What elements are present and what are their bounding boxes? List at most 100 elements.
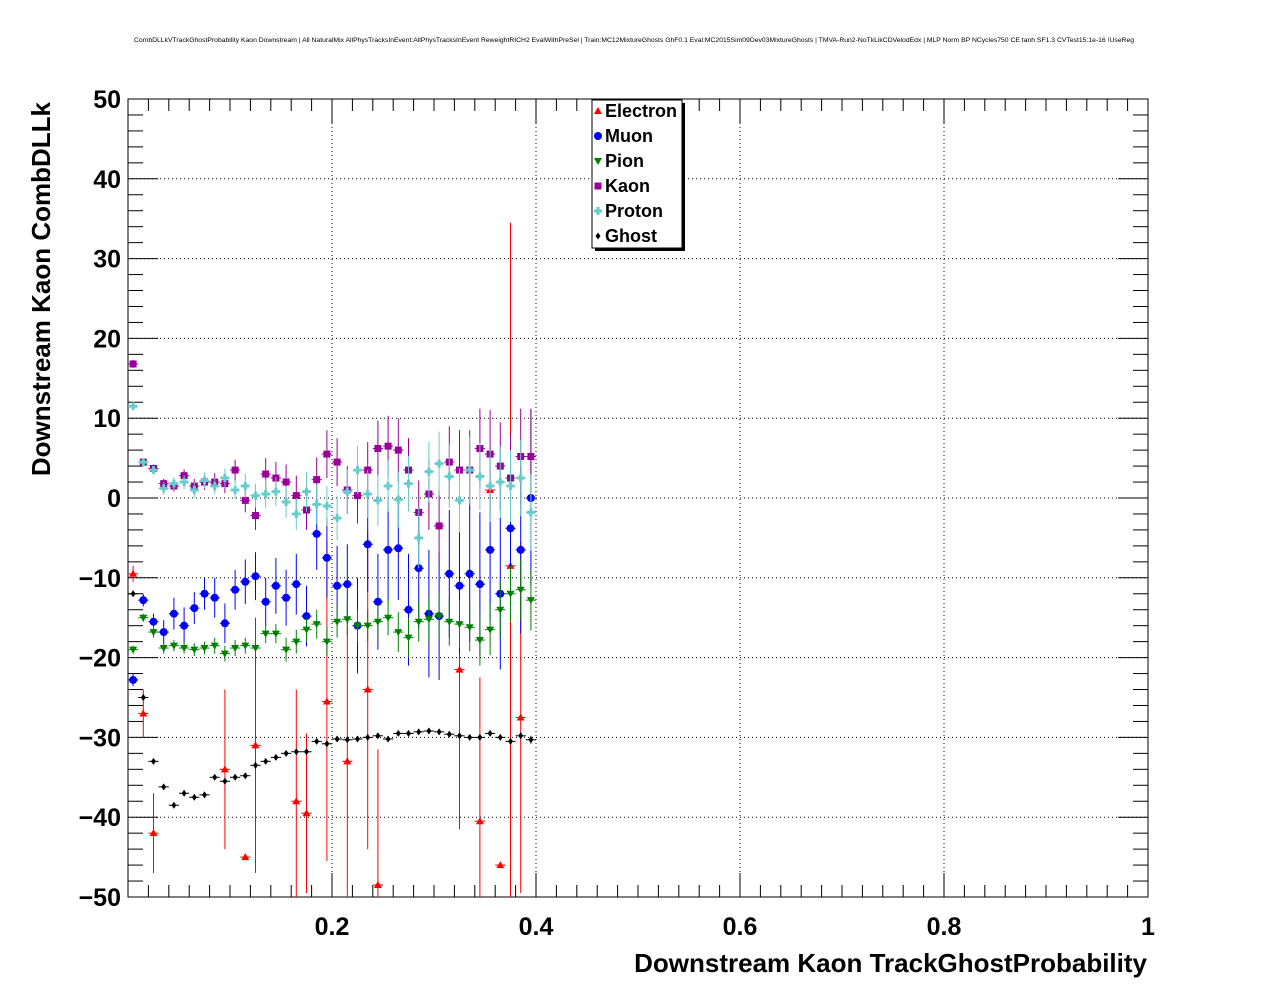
data-point — [231, 645, 240, 653]
chart-title: CombDLLkVTrackGhostProbability Kaon Down… — [134, 37, 1134, 44]
data-point — [455, 581, 464, 590]
data-point — [241, 496, 249, 504]
data-point — [191, 793, 197, 801]
data-point — [323, 450, 331, 458]
legend-marker-muon — [594, 132, 602, 140]
data-point — [293, 748, 299, 756]
legend-marker-electron — [594, 107, 602, 114]
data-point — [355, 735, 360, 743]
data-point — [384, 614, 393, 622]
data-point — [487, 729, 493, 737]
data-point — [406, 729, 411, 737]
data-point — [282, 497, 291, 506]
data-point — [446, 730, 452, 738]
data-point — [241, 577, 250, 586]
data-point — [375, 732, 381, 740]
data-point — [231, 486, 240, 495]
y-tick-label: −30 — [79, 724, 121, 752]
data-point — [426, 727, 432, 735]
data-point — [171, 801, 177, 809]
data-point — [271, 630, 280, 638]
data-point — [169, 609, 178, 618]
data-point — [465, 466, 474, 475]
data-point — [508, 737, 513, 745]
axis-ticks — [127, 98, 1149, 898]
data-point — [445, 618, 454, 626]
data-point — [261, 630, 270, 638]
data-point — [129, 569, 138, 577]
data-point — [129, 360, 137, 368]
data-point — [516, 545, 525, 554]
series-proton — [128, 402, 536, 569]
data-point — [424, 616, 433, 624]
data-point — [455, 665, 464, 673]
legend-label-kaon: Kaon — [605, 176, 650, 196]
data-point — [373, 618, 382, 626]
data-point — [140, 694, 146, 701]
data-point — [282, 646, 291, 654]
data-point — [354, 492, 361, 500]
data-point — [241, 482, 250, 491]
x-tick-label: 0.8 — [927, 913, 962, 941]
data-point — [251, 572, 260, 581]
legend-marker-kaon — [594, 182, 602, 190]
data-point — [404, 634, 413, 642]
data-point — [343, 757, 352, 765]
legend-label-proton: Proton — [605, 201, 663, 221]
data-point — [526, 597, 535, 605]
data-point — [312, 621, 321, 629]
data-points — [128, 222, 536, 897]
data-point — [475, 580, 484, 589]
data-point — [313, 476, 321, 484]
data-point — [149, 829, 158, 837]
data-point — [139, 596, 148, 605]
legend-box — [591, 99, 683, 249]
data-point — [220, 650, 229, 658]
data-point — [526, 508, 535, 517]
data-point — [373, 597, 382, 606]
data-point — [251, 645, 260, 653]
data-point — [363, 622, 372, 630]
data-point — [445, 569, 454, 578]
data-point — [465, 624, 474, 632]
data-point — [130, 590, 136, 598]
data-point — [241, 853, 250, 861]
data-point — [149, 617, 158, 626]
data-point — [363, 685, 372, 693]
series-electron — [128, 222, 526, 897]
data-point — [394, 446, 402, 454]
data-point — [190, 604, 199, 613]
tick-labels: 0.2 0.4 0.6 0.8 1 −50 −40 −30 −20 −10 0 10 20 30 40 50 — [79, 86, 1155, 941]
x-tick-label: 1 — [1141, 913, 1155, 941]
data-point — [445, 472, 454, 481]
data-point — [374, 445, 382, 453]
data-point — [222, 777, 228, 785]
x-tick-label: 0.4 — [519, 913, 554, 941]
data-point — [506, 482, 515, 491]
data-point — [210, 642, 219, 650]
data-point — [180, 478, 189, 487]
data-point — [457, 732, 462, 740]
data-point — [241, 642, 250, 650]
data-point — [129, 402, 138, 411]
data-point — [302, 809, 311, 817]
grid-lines — [128, 99, 1148, 897]
data-point — [252, 512, 259, 520]
data-point — [373, 496, 382, 505]
data-point — [333, 513, 342, 522]
y-tick-label: 50 — [93, 86, 121, 114]
x-tick-label: 0.2 — [315, 913, 350, 941]
data-point — [486, 482, 495, 491]
data-point — [200, 645, 209, 653]
data-point — [424, 467, 433, 476]
legend: Electron Muon Pion Kaon Proton Ghost — [591, 99, 685, 251]
data-point — [149, 466, 158, 475]
data-point — [384, 545, 393, 554]
data-point — [232, 773, 238, 781]
data-point — [180, 645, 189, 653]
data-point — [394, 544, 403, 553]
data-point — [200, 589, 209, 598]
y-tick-label: −10 — [79, 565, 121, 593]
data-point — [304, 748, 309, 756]
data-point — [314, 737, 320, 745]
